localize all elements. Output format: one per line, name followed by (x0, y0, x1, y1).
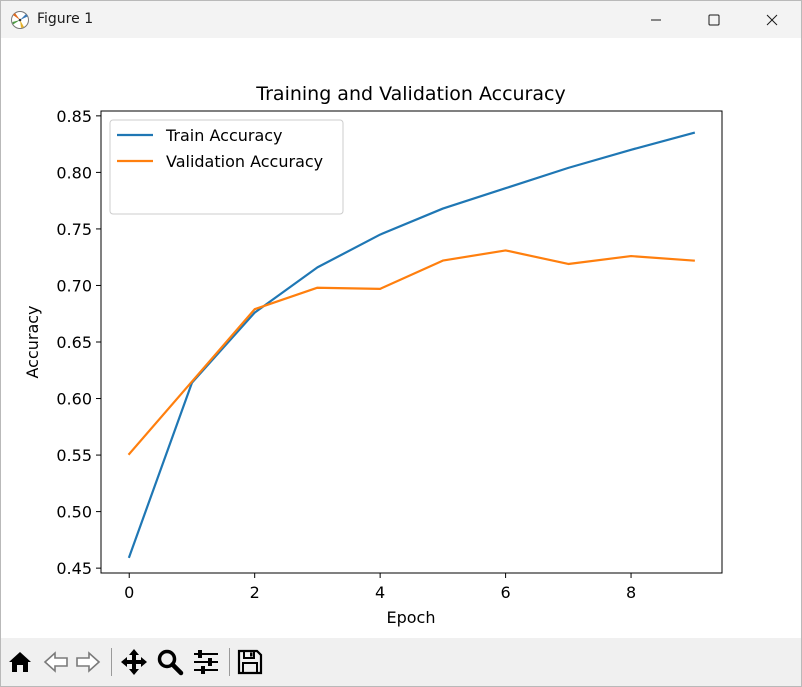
matplotlib-icon (10, 10, 30, 30)
minimize-button[interactable] (627, 1, 685, 38)
save-button[interactable] (235, 647, 265, 677)
x-tick-label: 6 (500, 583, 510, 602)
figure-canvas[interactable]: Training and Validation Accuracy Accurac… (1, 38, 801, 638)
maximize-icon (708, 14, 720, 25)
y-axis-label: Accuracy (23, 305, 42, 378)
legend-label: Train Accuracy (165, 126, 283, 145)
toolbar-separator (229, 648, 230, 676)
zoom-button[interactable] (155, 647, 185, 677)
series-line-validation-accuracy (127, 249, 695, 456)
y-tick-label: 0.50 (56, 503, 92, 522)
pan-button[interactable] (119, 647, 149, 677)
y-tick-label: 0.80 (56, 163, 92, 182)
y-tick-label: 0.65 (56, 333, 92, 352)
legend-box (109, 119, 344, 215)
configure-subplots-button[interactable] (191, 647, 221, 677)
forward-arrow-icon (76, 651, 101, 673)
back-button[interactable] (41, 647, 71, 677)
navigation-toolbar (1, 638, 801, 686)
home-icon (9, 652, 31, 672)
x-tick-label: 4 (375, 583, 385, 602)
zoom-magnifier-icon (157, 649, 184, 676)
legend: Train Accuracy Validation Accuracy (109, 119, 344, 215)
window-title: Figure 1 (37, 11, 94, 27)
close-button[interactable] (743, 1, 801, 38)
minimize-icon (651, 19, 661, 20)
chart-title: Training and Validation Accuracy (255, 83, 565, 105)
forward-button[interactable] (73, 647, 103, 677)
y-tick-label: 0.70 (56, 276, 92, 295)
x-tick-label: 8 (626, 583, 636, 602)
title-bar[interactable]: Figure 1 (1, 1, 801, 38)
sliders-icon (194, 650, 218, 674)
y-tick-label: 0.60 (56, 390, 92, 409)
series-line-train-accuracy (127, 131, 696, 559)
plot-area (127, 131, 696, 559)
pan-move-icon (121, 649, 147, 675)
x-tick-label: 0 (124, 583, 134, 602)
save-floppy-icon (237, 649, 263, 675)
x-tick-label: 2 (250, 583, 260, 602)
y-tick-label: 0.55 (56, 446, 92, 465)
maximize-button[interactable] (685, 1, 743, 38)
axis-ticks: 0 2 4 6 8 0.45 0.50 0.55 0.60 0.65 0.70 0.75 0.80 0.8… (56, 107, 636, 602)
back-arrow-icon (43, 651, 68, 673)
legend-label: Validation Accuracy (166, 152, 323, 171)
home-button[interactable] (5, 647, 35, 677)
y-tick-label: 0.75 (56, 220, 92, 239)
y-tick-label: 0.85 (56, 107, 92, 126)
y-tick-label: 0.45 (56, 559, 92, 578)
line-chart: Training and Validation Accuracy Accurac… (23, 83, 723, 627)
close-icon (766, 14, 778, 25)
toolbar-separator (111, 648, 112, 676)
x-axis-label: Epoch (387, 608, 436, 627)
